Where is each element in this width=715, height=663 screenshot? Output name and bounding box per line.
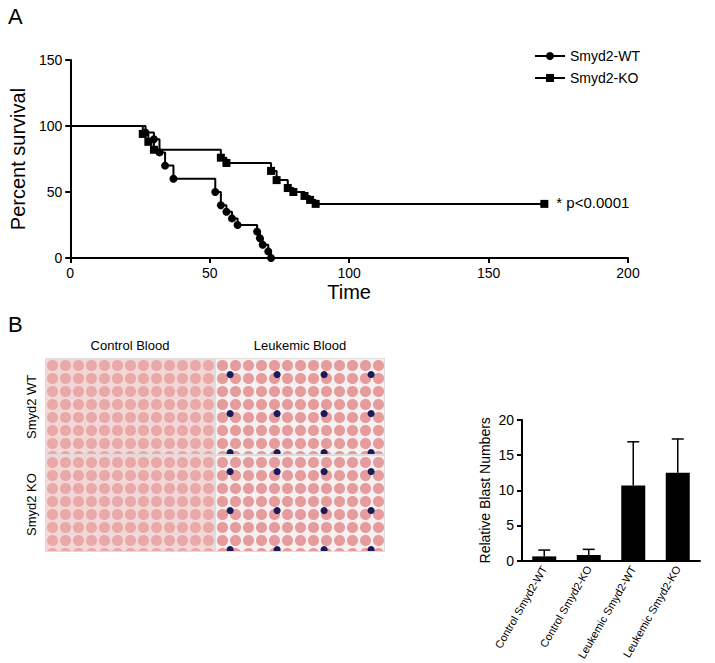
svg-text:100: 100 bbox=[337, 265, 361, 281]
svg-text:10: 10 bbox=[498, 482, 514, 498]
svg-text:Control Smyd2-KO: Control Smyd2-KO bbox=[537, 563, 594, 650]
html-text:A: A bbox=[8, 4, 23, 29]
html-text:Control Blood: Control Blood bbox=[90, 338, 170, 353]
html-text:Leukemic Blood: Leukemic Blood bbox=[253, 338, 347, 353]
svg-text:Control Smyd2-WT: Control Smyd2-WT bbox=[492, 563, 550, 651]
html-text:Smyd2 WT: Smyd2 WT bbox=[24, 374, 39, 439]
svg-text:0: 0 bbox=[66, 265, 74, 281]
svg-text:0: 0 bbox=[506, 553, 514, 569]
svg-text:200: 200 bbox=[616, 265, 640, 281]
svg-text:50: 50 bbox=[47, 184, 63, 200]
svg-text:150: 150 bbox=[477, 265, 501, 281]
svg-text:50: 50 bbox=[202, 265, 218, 281]
svg-text:Leukemic Smyd2-KO: Leukemic Smyd2-KO bbox=[621, 563, 684, 659]
html-text:Smyd2 KO: Smyd2 KO bbox=[24, 472, 39, 536]
svg-text:15: 15 bbox=[498, 447, 514, 463]
svg-text:Time: Time bbox=[327, 281, 371, 303]
svg-text:0: 0 bbox=[54, 250, 62, 266]
svg-text:150: 150 bbox=[39, 52, 63, 68]
svg-text:* p<0.0001: * p<0.0001 bbox=[556, 194, 629, 211]
svg-text:Smyd2-WT: Smyd2-WT bbox=[570, 48, 640, 64]
html-text:B: B bbox=[8, 312, 23, 337]
svg-text:Smyd2-KO: Smyd2-KO bbox=[570, 70, 639, 86]
svg-text:Relative Blast Numbers: Relative Blast Numbers bbox=[477, 417, 493, 563]
svg-text:5: 5 bbox=[506, 517, 514, 533]
svg-text:Leukemic Smyd2-WT: Leukemic Smyd2-WT bbox=[575, 563, 639, 661]
svg-text:Percent survival: Percent survival bbox=[7, 88, 29, 230]
svg-text:20: 20 bbox=[498, 412, 514, 428]
svg-text:100: 100 bbox=[39, 118, 63, 134]
